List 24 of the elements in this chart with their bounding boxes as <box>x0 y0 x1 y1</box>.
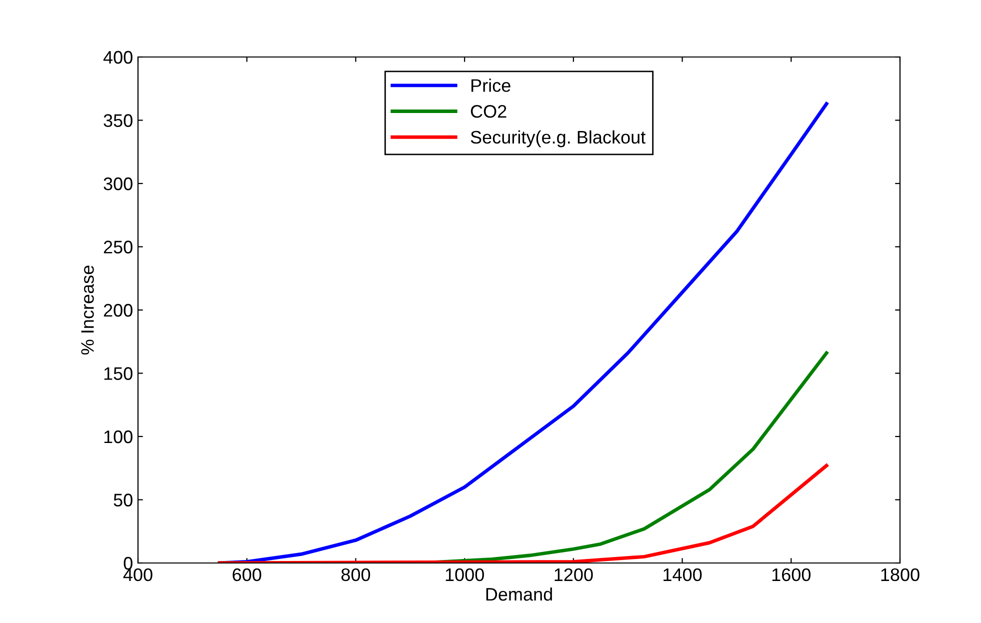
y-tick-label: 350 <box>104 114 132 127</box>
x-tick-label: 1200 <box>554 568 593 582</box>
legend-label: Price <box>471 78 510 92</box>
legend-label: Security(e.g. Blackout <box>470 130 646 148</box>
x-tick-label: 1000 <box>446 568 484 582</box>
y-tick-label: 0 <box>124 556 132 570</box>
x-tick-label: 1400 <box>664 568 702 582</box>
y-axis-title: % Increase <box>81 266 94 355</box>
legend-label: CO2 <box>470 105 506 118</box>
x-tick-label: 1600 <box>772 568 811 582</box>
x-tick-label: 600 <box>232 568 262 582</box>
line-series <box>218 102 828 563</box>
y-tick-label: 200 <box>104 304 132 317</box>
y-tick-label: 400 <box>103 50 132 64</box>
x-tick-label: 800 <box>341 568 370 582</box>
x-axis-title: Demand <box>486 587 552 601</box>
y-tick-label: 150 <box>104 367 132 380</box>
x-tick-label: 1800 <box>881 568 920 582</box>
y-tick-label: 100 <box>104 430 132 444</box>
y-tick-label: 50 <box>114 494 132 506</box>
y-tick-label: 250 <box>104 240 132 254</box>
x-tick-label: 400 <box>123 568 152 582</box>
line-series <box>218 464 828 563</box>
y-tick-label: 300 <box>104 177 132 190</box>
